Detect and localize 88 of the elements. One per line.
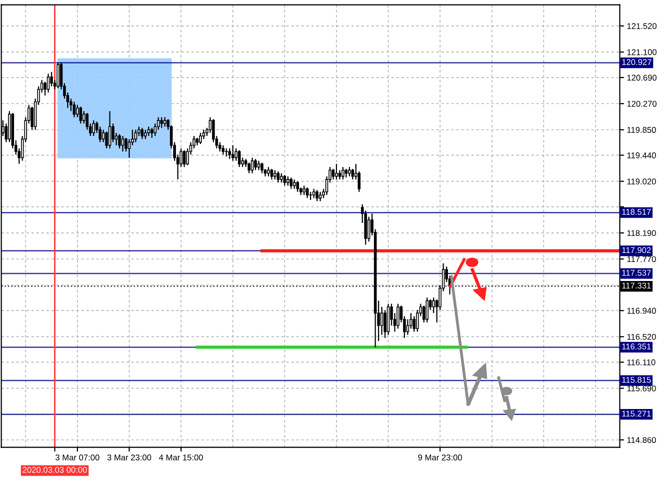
candlestick	[250, 157, 254, 174]
x-tick-label: 2020.03.03 00:00	[22, 466, 87, 473]
candlestick	[270, 168, 274, 180]
candlestick	[82, 110, 86, 124]
candlestick	[160, 116, 163, 128]
y-tick-label: 117.770	[627, 256, 656, 262]
candlestick	[182, 150, 186, 168]
candlestick	[112, 122, 114, 143]
candlestick	[72, 101, 76, 118]
candlestick	[76, 104, 79, 118]
x-tick-label: 3 Mar 23:00	[107, 454, 152, 460]
candlestick	[257, 160, 260, 171]
candlestick	[144, 129, 147, 140]
candlestick	[140, 127, 144, 140]
y-tick-label: 116.520	[627, 334, 656, 340]
candlestick	[254, 158, 257, 171]
candlestick	[338, 170, 342, 180]
candlestick	[267, 166, 270, 177]
y-tick-label: 120.690	[627, 74, 657, 81]
y-tick-label: 115.690	[627, 385, 656, 392]
candlestick	[283, 174, 286, 186]
y-tick-label: 119.850	[627, 126, 656, 133]
ref-line-label: 115.271	[622, 410, 651, 417]
candlestick	[342, 166, 344, 180]
candlestick	[348, 166, 351, 177]
candlestick	[234, 148, 238, 162]
candlestick	[118, 134, 121, 149]
candlestick	[150, 127, 154, 138]
y-tick-label: 119.020	[627, 178, 656, 184]
candlestick	[292, 178, 296, 190]
candlestick	[316, 189, 318, 202]
y-tick-label: 121.520	[627, 23, 657, 30]
candlestick	[280, 172, 283, 184]
ref-line-label: 120.927	[622, 59, 652, 66]
candlestick	[134, 129, 138, 143]
candlestick	[56, 62, 60, 89]
candlestick	[380, 306, 384, 336]
x-tick-label: 4 Mar 15:00	[158, 454, 203, 460]
candlestick	[202, 129, 206, 140]
candlestick	[108, 110, 112, 149]
candlestick	[351, 168, 354, 180]
y-tick-label: 119.440	[627, 152, 656, 158]
candlestick	[296, 180, 299, 192]
candlestick	[79, 106, 82, 124]
ref-line-label: 115.815	[622, 376, 651, 383]
candlestick	[302, 185, 306, 196]
candlestick	[222, 144, 225, 156]
candlestick	[50, 71, 53, 87]
ref-line-label: 116.351	[622, 344, 651, 350]
x-tick-label: 3 Mar 07:00	[56, 454, 100, 460]
candlestick	[231, 144, 234, 162]
ref-line-label: 117.331	[622, 282, 651, 289]
candlestick	[335, 163, 338, 180]
candlestick	[46, 73, 50, 93]
y-tick-label: 114.860	[627, 437, 656, 443]
candlestick	[290, 177, 293, 190]
x-tick-label: 9 Mar 23:00	[418, 454, 462, 460]
candlestick	[147, 126, 150, 137]
candlestick	[426, 296, 429, 323]
y-tick-label: 116.110	[627, 359, 656, 366]
candlestick	[228, 148, 231, 160]
candlestick	[92, 120, 96, 137]
y-tick-label: 120.270	[627, 100, 657, 107]
candlestick	[412, 316, 416, 332]
y-tick-label: 116.940	[627, 308, 656, 314]
candlestick	[384, 309, 386, 338]
y-tick-label: 121.100	[627, 49, 657, 56]
candlestick	[248, 162, 250, 174]
candlestick	[286, 176, 290, 186]
candlestick	[367, 216, 370, 242]
ref-line-label: 118.517	[622, 208, 651, 215]
candlestick	[121, 135, 124, 152]
candlestick	[396, 303, 400, 330]
candlestick	[102, 129, 105, 143]
ref-line-label: 117.537	[622, 270, 651, 276]
candlestick	[163, 116, 166, 128]
candlestick	[332, 168, 335, 180]
candlestick	[274, 170, 276, 180]
candlestick	[199, 132, 202, 145]
candlestick	[260, 162, 264, 174]
candlestick	[276, 170, 280, 184]
candlestick	[312, 188, 316, 199]
candlestick	[306, 186, 309, 199]
candlestick	[318, 191, 322, 202]
ref-line-label: 117.902	[622, 247, 651, 254]
candlestick	[238, 150, 241, 168]
candlestick	[432, 296, 435, 314]
y-tick-label: 118.190	[627, 230, 656, 236]
